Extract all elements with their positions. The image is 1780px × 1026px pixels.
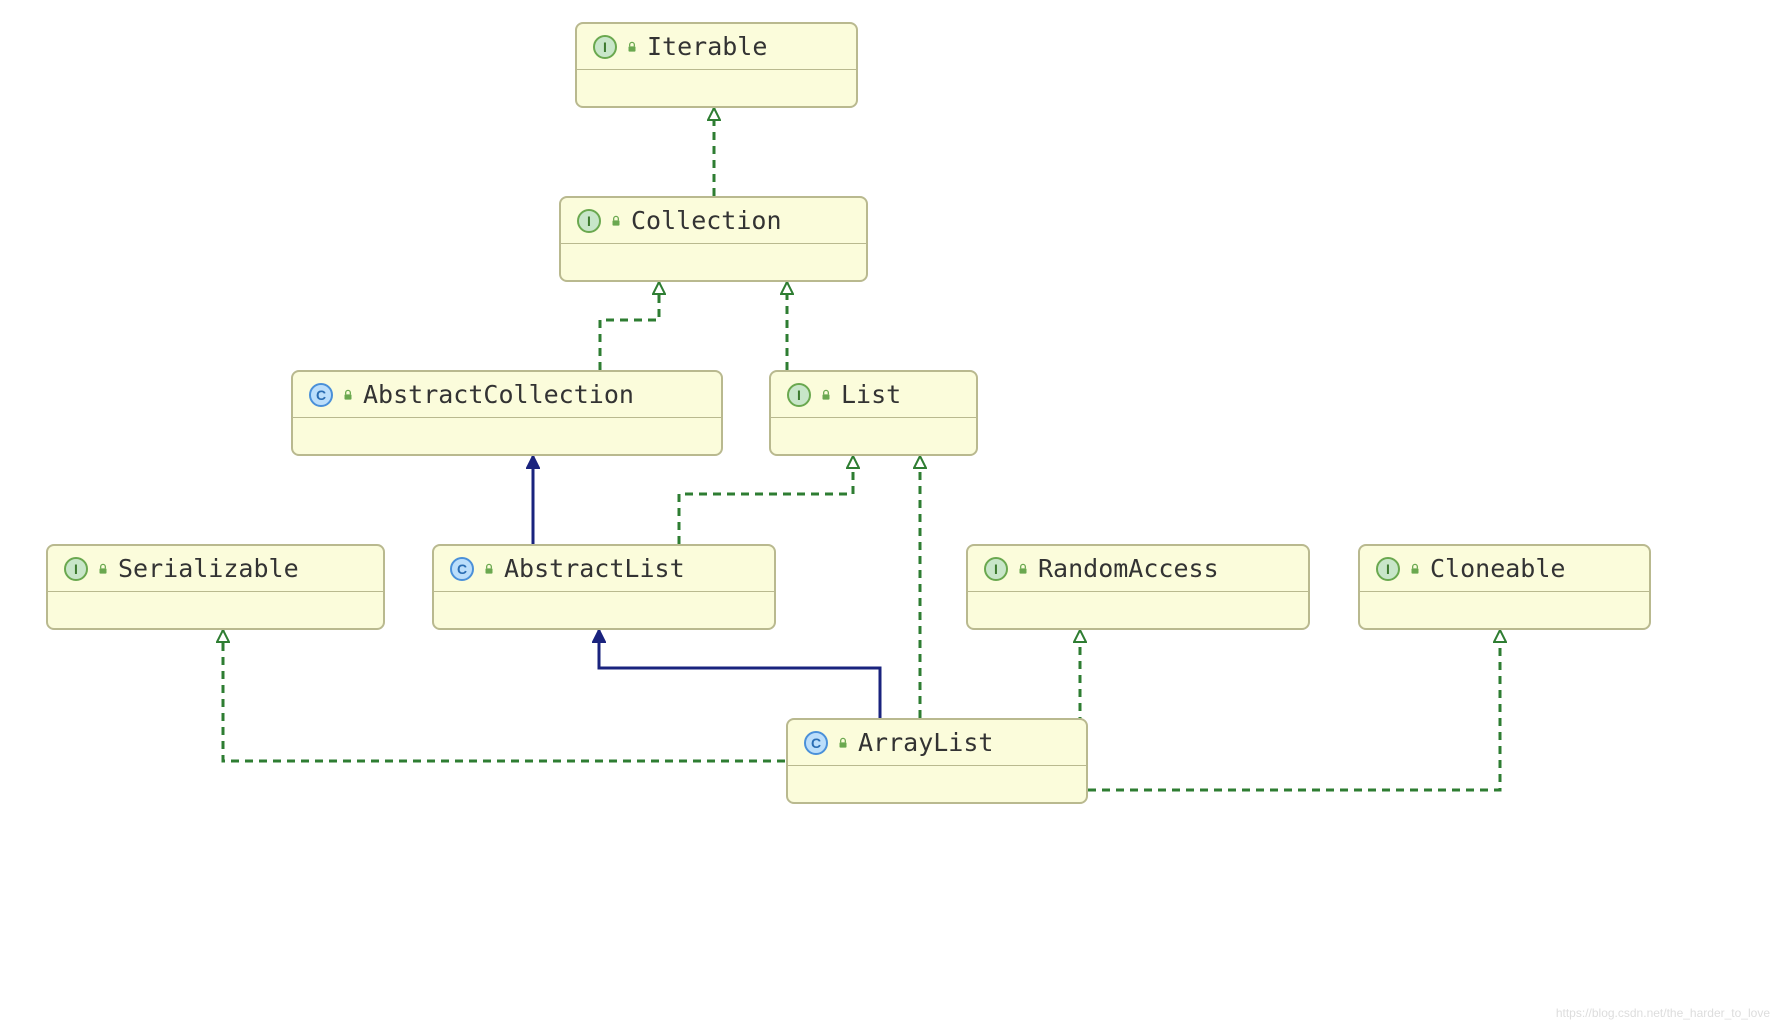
lock-icon (1016, 562, 1030, 576)
uml-name: Serializable (118, 554, 299, 583)
uml-body (293, 418, 721, 454)
uml-box-randomaccess: I RandomAccess (966, 544, 1310, 630)
uml-body (771, 418, 976, 454)
edges-layer (0, 0, 1780, 1026)
uml-body (1360, 592, 1649, 628)
lock-icon (819, 388, 833, 402)
class-icon: C (804, 731, 828, 755)
interface-icon: I (577, 209, 601, 233)
interface-icon: I (984, 557, 1008, 581)
uml-body (788, 766, 1086, 802)
uml-body (561, 244, 866, 280)
uml-header: I Cloneable (1360, 546, 1649, 592)
uml-box-collection: I Collection (559, 196, 868, 282)
lock-icon (96, 562, 110, 576)
uml-body (434, 592, 774, 628)
uml-box-list: I List (769, 370, 978, 456)
uml-header: I Serializable (48, 546, 383, 592)
class-icon: C (450, 557, 474, 581)
uml-header: I Collection (561, 198, 866, 244)
uml-body (577, 70, 856, 106)
interface-icon: I (787, 383, 811, 407)
interface-icon: I (64, 557, 88, 581)
uml-body (968, 592, 1308, 628)
uml-name: Iterable (647, 32, 767, 61)
edge-arraylist-to-serializable (223, 630, 813, 761)
edge-abstractcollection-to-collection (600, 282, 659, 370)
uml-name: ArrayList (858, 728, 993, 757)
uml-header: I Iterable (577, 24, 856, 70)
uml-header: I RandomAccess (968, 546, 1308, 592)
uml-name: Collection (631, 206, 782, 235)
uml-name: Cloneable (1430, 554, 1565, 583)
watermark: https://blog.csdn.net/the_harder_to_love (1556, 1006, 1770, 1020)
class-icon: C (309, 383, 333, 407)
uml-name: AbstractList (504, 554, 685, 583)
uml-header: C AbstractList (434, 546, 774, 592)
lock-icon (836, 736, 850, 750)
lock-icon (625, 40, 639, 54)
edge-arraylist-to-cloneable (1060, 630, 1500, 790)
interface-icon: I (593, 35, 617, 59)
uml-box-arraylist: C ArrayList (786, 718, 1088, 804)
lock-icon (482, 562, 496, 576)
lock-icon (341, 388, 355, 402)
edge-abstractlist-to-list (679, 456, 853, 544)
uml-box-cloneable: I Cloneable (1358, 544, 1651, 630)
edge-arraylist-to-abstractlist (599, 630, 880, 718)
uml-box-abstractcollection: C AbstractCollection (291, 370, 723, 456)
uml-name: RandomAccess (1038, 554, 1219, 583)
uml-box-iterable: I Iterable (575, 22, 858, 108)
lock-icon (609, 214, 623, 228)
uml-name: AbstractCollection (363, 380, 634, 409)
interface-icon: I (1376, 557, 1400, 581)
uml-box-abstractlist: C AbstractList (432, 544, 776, 630)
diagram-canvas: I IterableI CollectionC AbstractCollecti… (0, 0, 1780, 1026)
uml-header: C AbstractCollection (293, 372, 721, 418)
uml-body (48, 592, 383, 628)
uml-box-serializable: I Serializable (46, 544, 385, 630)
lock-icon (1408, 562, 1422, 576)
uml-header: I List (771, 372, 976, 418)
uml-name: List (841, 380, 901, 409)
uml-header: C ArrayList (788, 720, 1086, 766)
